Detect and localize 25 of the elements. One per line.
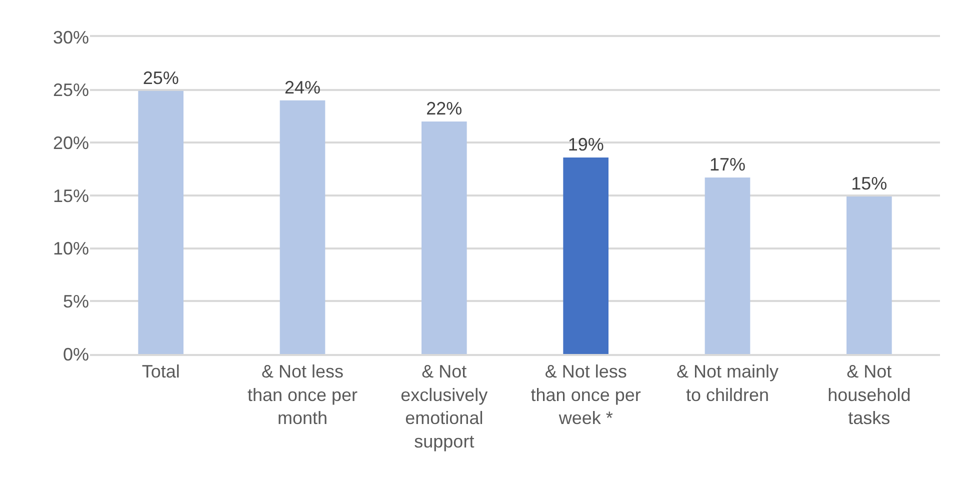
x-tick-label: Total [142, 361, 180, 382]
bar [422, 122, 467, 354]
y-tick-label: 25% [52, 80, 89, 100]
y-tick-label: 30% [52, 27, 89, 48]
data-label: 24% [284, 77, 321, 98]
data-label: 19% [568, 134, 604, 154]
x-tick-label: & Not household tasks [828, 361, 911, 428]
bar [280, 100, 326, 354]
x-tick-label: & Not less than once per week * [530, 361, 641, 428]
y-tick-label: 10% [52, 238, 89, 259]
bar [846, 196, 892, 354]
data-label: 15% [851, 174, 888, 194]
bar [704, 178, 750, 354]
y-tick-label: 20% [52, 132, 89, 153]
x-tick-label: & Not exclusively emotional support [400, 361, 488, 452]
y-tick-label: 5% [62, 291, 89, 312]
bar [138, 90, 184, 354]
data-label: 22% [426, 98, 462, 119]
data-label: 25% [142, 68, 179, 88]
y-tick-label: 15% [52, 186, 89, 206]
y-tick-label: 0% [62, 344, 89, 364]
bar [563, 157, 608, 354]
x-tick-label: & Not mainly to children [676, 361, 779, 405]
data-label: 17% [709, 154, 746, 175]
x-tick-label: & Not less than once per month [247, 361, 358, 428]
